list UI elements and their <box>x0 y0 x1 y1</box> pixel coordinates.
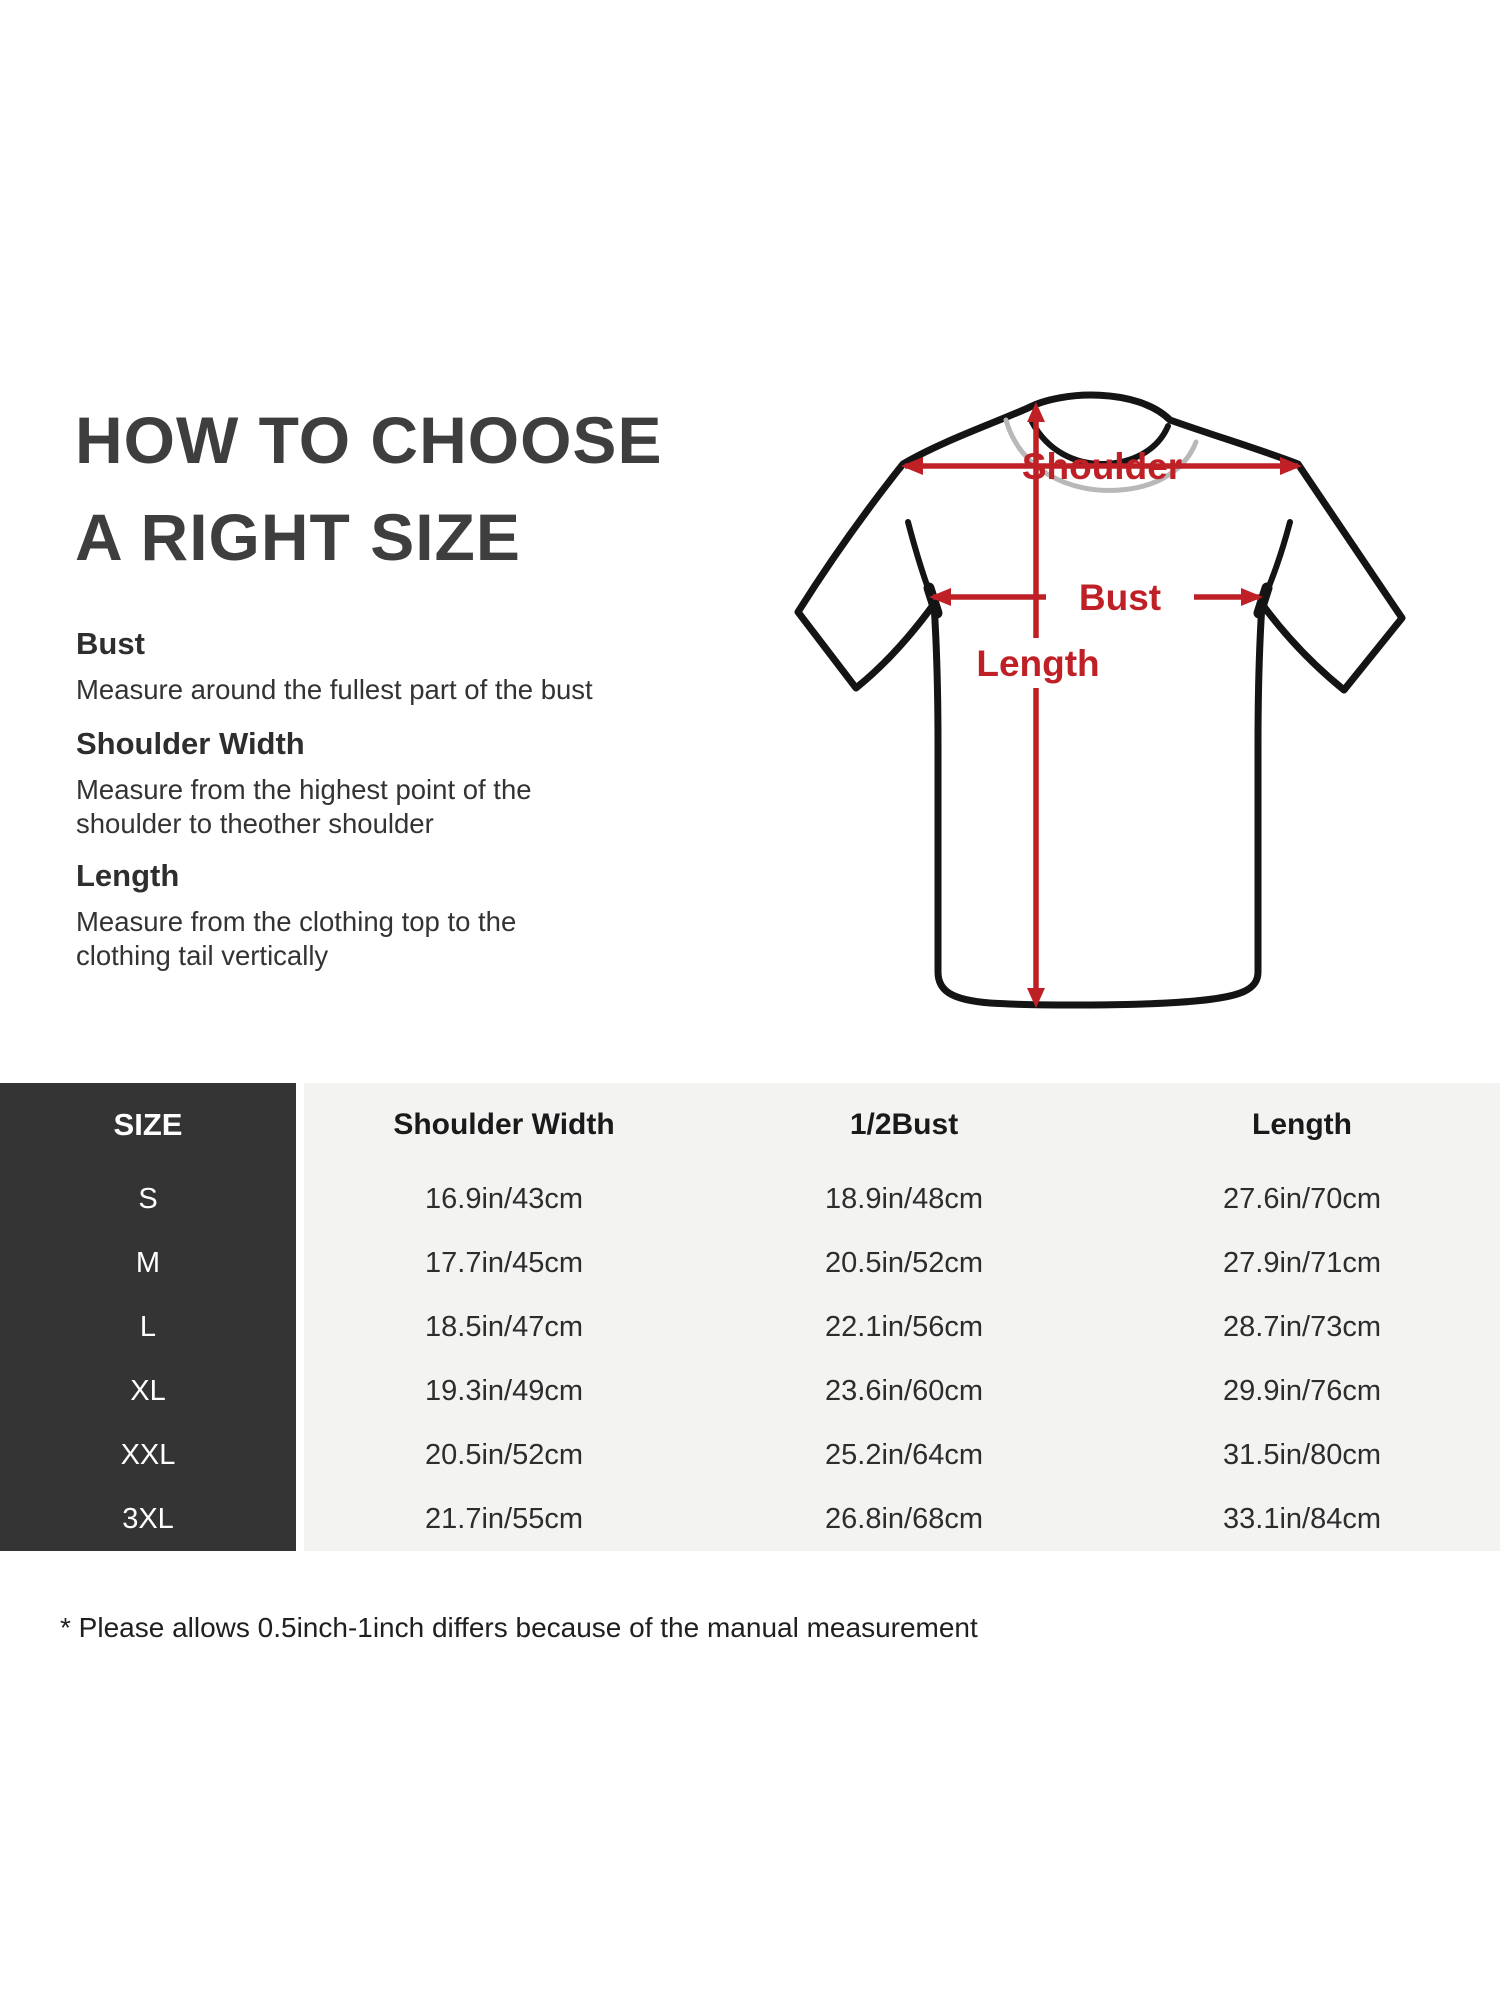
measurement-disclaimer: * Please allows 0.5inch-1inch differs be… <box>60 1612 978 1643</box>
tshirt-measurement-diagram: Shoulder Bust Length <box>794 391 1406 1009</box>
row-xxl-length: 31.5in/80cm <box>1223 1438 1381 1471</box>
instruction-shoulder-width-heading: Shoulder Width <box>76 726 305 761</box>
row-3xl-shoulder-width: 21.7in/55cm <box>425 1502 583 1535</box>
instruction-bust-text: Measure around the fullest part of the b… <box>76 674 593 705</box>
instruction-length-text: Measure from the clothing top to the <box>76 906 517 937</box>
instruction-length: Length Measure from the clothing top to … <box>76 858 676 973</box>
row-xl-length: 29.9in/76cm <box>1223 1374 1381 1407</box>
column-header-half-bust: 1/2Bust <box>849 1108 959 1141</box>
page-title-line-1: HOW TO CHOOSE <box>75 403 663 477</box>
row-xl-shoulder-width: 19.3in/49cm <box>425 1374 583 1407</box>
length-arrowhead-up <box>1027 402 1045 422</box>
row-s-half-bust: 18.9in/48cm <box>825 1182 983 1215</box>
row-l-length: 28.7in/73cm <box>1223 1310 1381 1343</box>
instruction-length-text: clothing tail vertically <box>76 940 329 971</box>
bust-label: Bust <box>1079 577 1161 618</box>
instruction-bust-heading: Bust <box>76 626 145 661</box>
row-m-shoulder-width: 17.7in/45cm <box>425 1246 583 1279</box>
row-s-shoulder-width: 16.9in/43cm <box>425 1182 583 1215</box>
column-header-length: Length <box>1252 1108 1352 1141</box>
row-xxl-half-bust: 25.2in/64cm <box>825 1438 983 1471</box>
page-title-line-2: A RIGHT SIZE <box>75 500 521 574</box>
instruction-bust: Bust Measure around the fullest part of … <box>76 626 676 707</box>
right-armpit-shading <box>1253 582 1273 619</box>
row-xxl-shoulder-width: 20.5in/52cm <box>425 1438 583 1471</box>
row-m-half-bust: 20.5in/52cm <box>825 1246 983 1279</box>
instruction-shoulder-width-text: shoulder to theother shoulder <box>76 808 434 839</box>
size-table: SIZE Shoulder Width 1/2Bust Length S 16.… <box>0 1083 1500 1551</box>
row-xl-half-bust: 23.6in/60cm <box>825 1374 983 1407</box>
row-3xl-length: 33.1in/84cm <box>1223 1502 1381 1535</box>
instruction-shoulder-width: Shoulder Width Measure from the highest … <box>76 726 676 841</box>
row-m-length: 27.9in/71cm <box>1223 1246 1381 1279</box>
length-label: Length <box>976 643 1099 684</box>
column-header-size: SIZE <box>113 1107 183 1142</box>
instruction-shoulder-width-text: Measure from the highest point of the <box>76 774 532 805</box>
row-3xl-size: 3XL <box>122 1502 174 1535</box>
length-label-backdrop <box>962 638 1114 688</box>
bust-arrowhead-left <box>929 588 951 606</box>
length-arrowhead-down <box>1027 988 1045 1008</box>
shoulder-arrowhead-right <box>1280 457 1302 475</box>
row-l-half-bust: 22.1in/56cm <box>825 1310 983 1343</box>
bust-label-backdrop <box>1046 573 1194 621</box>
row-3xl-half-bust: 26.8in/68cm <box>825 1502 983 1535</box>
size-table-grid: SIZE Shoulder Width 1/2Bust Length S 16.… <box>0 1083 1500 1551</box>
row-l-size: L <box>139 1310 157 1343</box>
row-l-shoulder-width: 18.5in/47cm <box>425 1310 583 1343</box>
left-armpit-shading <box>923 582 943 619</box>
column-header-shoulder-width: Shoulder Width <box>393 1108 615 1141</box>
shoulder-arrowhead-left <box>901 457 923 475</box>
bust-arrowhead-right <box>1241 588 1263 606</box>
shoulder-label: Shoulder <box>1022 446 1182 487</box>
row-s-size: S <box>138 1182 158 1215</box>
size-table-body-background <box>304 1083 1500 1551</box>
row-m-size: M <box>135 1246 161 1279</box>
row-s-length: 27.6in/70cm <box>1223 1182 1381 1215</box>
size-table-size-column-background <box>0 1083 296 1551</box>
instruction-length-heading: Length <box>76 858 180 893</box>
page-title: HOW TO CHOOSE A RIGHT SIZE <box>75 392 662 586</box>
row-xl-size: XL <box>130 1374 166 1407</box>
row-xxl-size: XXL <box>120 1438 176 1471</box>
